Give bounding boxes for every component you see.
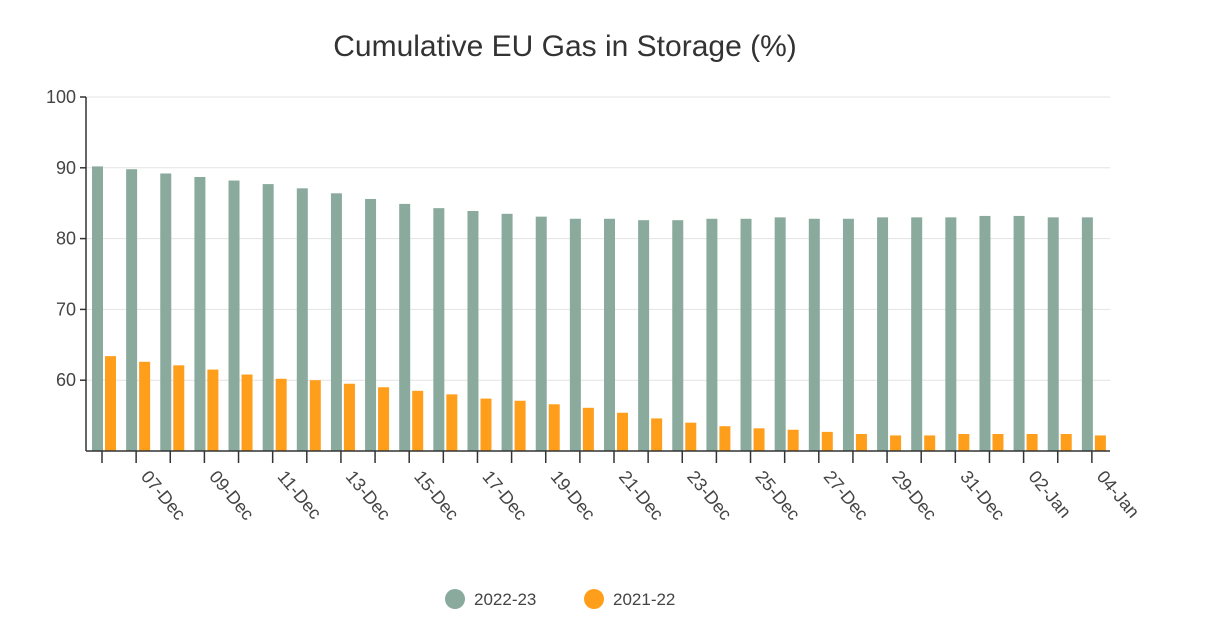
bar-2022-23-23-Dec [672, 220, 684, 451]
x-tick-label: 13-Dec [342, 467, 395, 524]
bar-2022-23-21-Dec [604, 218, 615, 451]
bar-2021-22-11-Dec [275, 378, 287, 451]
bar-2022-23-12-Dec [296, 188, 308, 451]
bar-2022-23-11-Dec [262, 184, 274, 452]
axes: 60 70 80 90 100 07-Dec 09-Dec 11-Dec 13-Dec 15-De… [46, 87, 1144, 524]
legend: 2022-23 2021-22 [445, 589, 675, 609]
bar-2021-22-19-Dec [548, 404, 560, 451]
x-tick-label: 29-Dec [888, 467, 941, 524]
bar-2021-22-10-Dec [241, 374, 253, 451]
bar-2021-22-28-Dec [855, 434, 867, 451]
bar-2022-23-29-Dec [877, 217, 889, 451]
chart-title: Cumulative EU Gas in Storage (%) [333, 30, 797, 63]
bar-2022-23-03-Jan [1047, 217, 1059, 451]
x-tick-label: 11-Dec [274, 467, 326, 523]
bar-2022-23-25-Dec [740, 218, 752, 451]
bar-2022-23-28-Dec [842, 218, 854, 451]
legend-label: 2022-23 [474, 590, 536, 609]
x-tick-label: 17-Dec [478, 467, 531, 524]
bar-2022-23-30-Dec [911, 217, 923, 451]
bar-2021-22-13-Dec [343, 383, 355, 451]
bar-2021-22-01-Jan [992, 434, 1004, 451]
bar-2022-23-07-Dec [126, 169, 138, 451]
bar-2021-22-21-Dec [617, 412, 628, 451]
bar-2021-22-02-Jan [1026, 434, 1038, 451]
bar-2022-23-27-Dec [808, 218, 820, 451]
x-tick-label: 15-Dec [410, 467, 463, 524]
y-tick-label: 90 [56, 158, 76, 178]
y-tick-label: 70 [56, 299, 76, 319]
bar-2022-23-22-Dec [638, 220, 650, 451]
y-tick-label: 60 [56, 370, 76, 390]
bar-2021-22-29-Dec [890, 435, 902, 451]
x-tick-label: 21-Dec [615, 467, 668, 524]
bar-2022-23-31-Dec [945, 217, 957, 451]
x-tick-label: 04-Jan [1093, 467, 1144, 522]
bar-2021-22-30-Dec [924, 435, 936, 451]
bar-2022-23-13-Dec [330, 193, 342, 451]
bar-2022-23-17-Dec [467, 210, 479, 451]
x-tick-label: 09-Dec [205, 467, 258, 524]
bar-2022-23-06-Dec [92, 166, 103, 451]
bar-2022-23-01-Jan [979, 215, 991, 451]
bar-2021-22-15-Dec [412, 390, 424, 451]
bar-2021-22-09-Dec [207, 369, 219, 451]
x-tick-label: 27-Dec [820, 467, 873, 524]
bar-2021-22-26-Dec [787, 429, 799, 451]
x-tick-label: 23-Dec [683, 467, 736, 524]
bar-2021-22-27-Dec [821, 431, 833, 451]
bars [92, 166, 1106, 452]
bar-2021-22-14-Dec [378, 387, 390, 451]
bar-2022-23-16-Dec [433, 208, 445, 451]
bar-2022-23-04-Jan [1081, 217, 1093, 451]
bar-2021-22-03-Jan [1060, 434, 1072, 451]
bar-2021-22-25-Dec [753, 428, 765, 451]
bar-2021-22-16-Dec [446, 394, 458, 451]
bar-2021-22-20-Dec [582, 407, 594, 451]
bar-2022-23-08-Dec [160, 173, 172, 452]
bar-2021-22-12-Dec [309, 380, 321, 451]
bar-2021-22-04-Jan [1094, 435, 1106, 451]
bar-2021-22-07-Dec [139, 361, 151, 451]
bar-2021-22-17-Dec [480, 398, 492, 451]
legend-marker [584, 589, 604, 609]
grid-lines [86, 96, 1110, 381]
bar-2022-23-09-Dec [194, 177, 206, 451]
y-tick-label: 100 [46, 87, 76, 107]
bar-2021-22-08-Dec [173, 365, 185, 451]
legend-marker [445, 589, 465, 609]
bar-2021-22-18-Dec [514, 400, 526, 451]
bar-2022-23-26-Dec [774, 217, 786, 451]
bar-2022-23-15-Dec [399, 203, 411, 451]
bar-2022-23-24-Dec [706, 218, 718, 451]
bar-2021-22-24-Dec [719, 426, 731, 451]
x-tick-label: 31-Dec [956, 467, 1009, 524]
x-tick-label: 02-Jan [1025, 467, 1076, 522]
y-tick-label: 80 [56, 229, 76, 249]
x-tick-label: 19-Dec [547, 467, 600, 524]
bar-2022-23-10-Dec [228, 180, 240, 451]
bar-2021-22-22-Dec [651, 418, 663, 451]
bar-2022-23-20-Dec [569, 218, 581, 451]
bar-2022-23-19-Dec [535, 216, 547, 451]
x-tick-label: 07-Dec [137, 467, 190, 524]
x-tick-label: 25-Dec [751, 467, 804, 524]
bar-2022-23-18-Dec [501, 213, 513, 451]
bar-2021-22-31-Dec [958, 434, 970, 451]
bar-2021-22-23-Dec [685, 422, 697, 451]
bar-2021-22-06-Dec [105, 356, 116, 451]
legend-label: 2021-22 [613, 590, 675, 609]
bar-2022-23-14-Dec [365, 198, 377, 451]
bar-2022-23-02-Jan [1013, 215, 1025, 451]
